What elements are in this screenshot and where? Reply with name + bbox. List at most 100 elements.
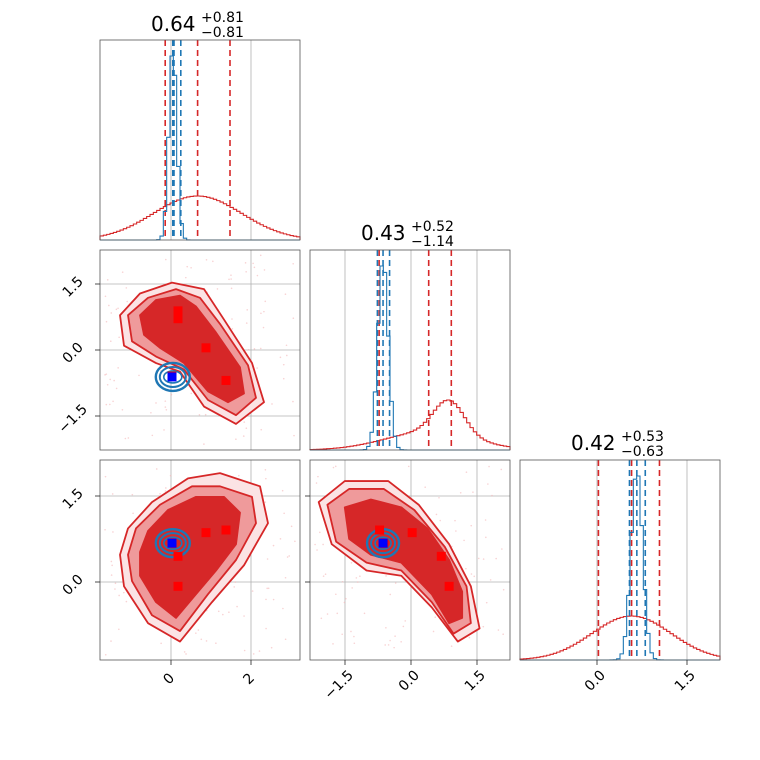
- scatter-sample: [132, 512, 134, 515]
- scatter-sample: [125, 287, 128, 289]
- red-marker: [221, 375, 231, 385]
- scatter-sample: [345, 597, 347, 600]
- truth-marker: [167, 538, 177, 548]
- scatter-sample: [487, 483, 489, 485]
- panel-hist-p2: [519, 459, 721, 661]
- scatter-sample: [424, 486, 426, 489]
- scatter-sample: [111, 564, 113, 567]
- tick-label: −1.5: [55, 401, 90, 436]
- scatter-sample: [332, 643, 334, 645]
- scatter-sample: [359, 575, 361, 577]
- scatter-sample: [165, 487, 167, 489]
- scatter-sample: [439, 519, 442, 522]
- scatter-sample: [284, 293, 287, 295]
- tick-label: 0.0: [60, 340, 87, 367]
- tick-label: −1.5: [321, 668, 356, 703]
- tick-label: 0.0: [582, 668, 609, 695]
- red-marker: [201, 343, 211, 353]
- scatter-sample: [114, 588, 116, 590]
- scatter-sample: [341, 580, 344, 583]
- tick-label: 1.5: [60, 486, 87, 513]
- scatter-sample: [104, 374, 106, 376]
- scatter-sample: [105, 373, 108, 375]
- scatter-sample: [258, 650, 261, 652]
- scatter-sample: [283, 512, 285, 515]
- scatter-sample: [242, 435, 245, 437]
- scatter-sample: [316, 549, 318, 551]
- scatter-sample: [485, 536, 487, 539]
- scatter-sample: [389, 593, 392, 596]
- scatter-sample: [118, 628, 120, 631]
- scatter-sample: [272, 544, 275, 547]
- scatter-sample: [124, 437, 127, 440]
- scatter-sample: [105, 403, 108, 406]
- scatter-sample: [404, 620, 407, 622]
- scatter-sample: [230, 274, 232, 276]
- scatter-sample: [394, 635, 396, 637]
- scatter-sample: [463, 539, 465, 542]
- scatter-sample: [265, 477, 267, 480]
- scatter-sample: [243, 615, 245, 617]
- scatter-sample: [184, 276, 187, 279]
- scatter-sample: [163, 429, 165, 431]
- scatter-sample: [117, 307, 119, 310]
- contour-blue-1: [158, 532, 187, 555]
- scatter-sample: [165, 408, 168, 411]
- scatter-sample: [495, 557, 497, 560]
- contour-level-2: [139, 294, 245, 404]
- scatter-sample: [314, 543, 316, 546]
- scatter-sample: [212, 260, 214, 263]
- scatter-sample: [259, 347, 262, 350]
- panel-scatter-p2-p0: [99, 459, 301, 661]
- scatter-sample: [216, 288, 219, 290]
- scatter-sample: [118, 336, 120, 339]
- scatter-sample: [384, 644, 387, 646]
- scatter-sample: [320, 617, 323, 620]
- scatter-sample: [164, 258, 167, 261]
- scatter-sample: [315, 482, 318, 484]
- scatter-sample: [484, 519, 487, 521]
- scatter-sample: [112, 400, 114, 403]
- scatter-sample: [284, 638, 287, 641]
- title-minus-error: −1.14: [411, 234, 454, 250]
- scatter-sample: [336, 612, 339, 615]
- scatter-sample: [468, 636, 471, 639]
- scatter-sample: [394, 582, 397, 584]
- contour-blue-2: [163, 370, 183, 384]
- red-marker: [407, 528, 417, 538]
- scatter-sample: [235, 438, 237, 441]
- scatter-sample: [245, 427, 248, 429]
- scatter-sample: [265, 598, 267, 601]
- scatter-sample: [106, 383, 109, 386]
- scatter-sample: [465, 471, 468, 473]
- scatter-sample: [238, 474, 240, 477]
- scatter-sample: [501, 548, 503, 550]
- red-marker: [173, 314, 183, 324]
- axis-y-p1: 1.5 0.0 −1.5: [55, 274, 100, 437]
- scatter-sample: [263, 269, 266, 271]
- histogram-series-0: [519, 615, 721, 660]
- scatter-sample: [385, 626, 387, 629]
- scatter-sample: [109, 403, 111, 406]
- hist-layer: [519, 460, 721, 661]
- scatter-sample: [126, 300, 129, 303]
- scatter-sample: [169, 474, 172, 477]
- scatter-sample: [121, 271, 124, 273]
- title-median: 0.64: [151, 12, 196, 36]
- contour-blue-1: [158, 365, 187, 388]
- scatter-sample: [385, 575, 387, 577]
- scatter-sample: [332, 466, 335, 469]
- scatter-sample: [123, 591, 125, 594]
- tick-label: 0.0: [60, 572, 87, 599]
- histogram-series-0: [99, 195, 301, 240]
- scatter-sample: [488, 465, 490, 468]
- scatter-sample: [245, 322, 248, 324]
- hist-layer: [309, 250, 511, 451]
- panel-hist-p0: [99, 39, 301, 241]
- scatter-sample: [231, 318, 233, 320]
- axis-x-p2: 0.0 1.5: [582, 660, 699, 695]
- red-marker: [201, 528, 211, 538]
- scatter-sample: [285, 354, 288, 357]
- scatter-sample: [470, 524, 473, 527]
